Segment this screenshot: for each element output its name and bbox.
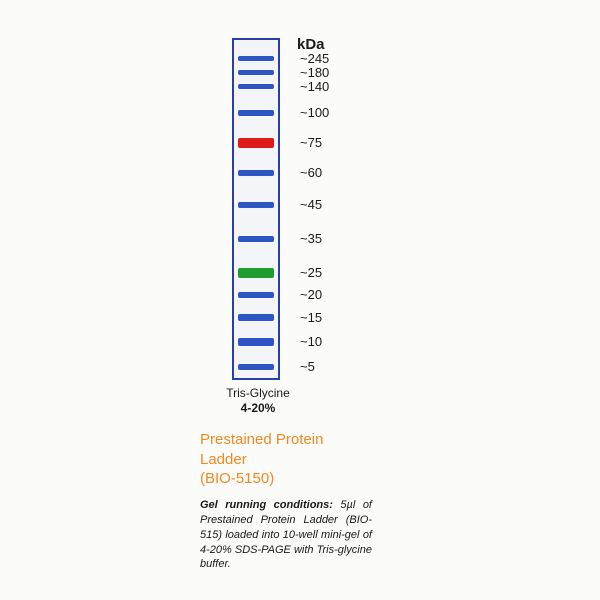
gel-system-label: Tris-Glycine 4-20% [218,386,298,416]
mw-label: ~20 [300,287,322,302]
gel-system-line2: 4-20% [218,401,298,416]
mw-label: ~100 [300,105,329,120]
gel-system-line1: Tris-Glycine [218,386,298,401]
protein-band [238,70,274,75]
mw-label: ~75 [300,135,322,150]
conditions-text: Gel running conditions: 5µl of Prestaine… [200,498,372,572]
mw-label: ~5 [300,359,315,374]
gel-lane [232,38,280,380]
protein-band [238,338,274,346]
protein-band [238,170,274,176]
protein-band [238,202,274,208]
protein-band [238,292,274,298]
mw-label: ~25 [300,265,322,280]
protein-band [238,314,274,321]
figure-canvas: kDa ~245~180~140~100~75~60~45~35~25~20~1… [0,0,600,600]
product-title-line3: (BIO-5150) [200,469,323,489]
conditions-heading: Gel running conditions: [200,499,333,511]
mw-label: ~180 [300,65,329,80]
protein-band [238,364,274,370]
mw-label: ~45 [300,197,322,212]
mw-label: ~10 [300,334,322,349]
protein-band [238,56,274,61]
protein-band [238,110,274,116]
protein-band [238,138,274,148]
product-title: Prestained Protein Ladder (BIO-5150) [200,430,323,489]
mw-label: ~60 [300,165,322,180]
protein-band [238,268,274,278]
product-title-line2: Ladder [200,450,323,470]
protein-band [238,236,274,242]
protein-band [238,84,274,89]
mw-label: ~245 [300,51,329,66]
mw-label: ~35 [300,231,322,246]
product-title-line1: Prestained Protein [200,430,323,450]
mw-label: ~140 [300,79,329,94]
mw-label: ~15 [300,310,322,325]
